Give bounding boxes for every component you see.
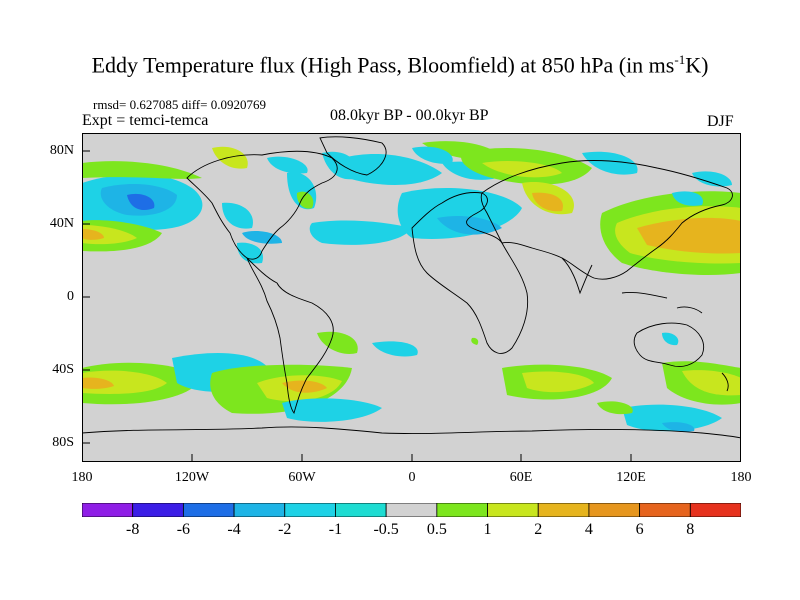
colorbar-tick-label: -2 (278, 521, 292, 538)
axis-ticks (82, 150, 632, 462)
lat-label-80s: 80S (52, 435, 74, 450)
colorbar-tick-label: -0.5 (373, 521, 399, 538)
flux-contours (82, 141, 741, 432)
lon-label-180-east: 180 (730, 470, 752, 485)
colorbar-tick-label: 6 (635, 521, 644, 538)
colorbar-tick-label: 8 (686, 521, 695, 538)
season-label: DJF (707, 113, 734, 130)
lat-label-0: 0 (67, 289, 74, 304)
period-label: 08.0kyr BP - 00.0kyr BP (330, 107, 489, 124)
colorbar-swatch (233, 503, 286, 517)
colorbar-tick-label: -4 (227, 521, 241, 538)
colorbar-swatch (385, 503, 438, 517)
statistics-label: rmsd= 0.627085 diff= 0.0920769 (93, 97, 266, 112)
colorbar-swatch (182, 503, 235, 517)
colorbar-tick-label: -6 (176, 521, 191, 538)
lat-label-40s: 40S (52, 362, 74, 377)
coastlines (82, 136, 741, 439)
lon-label-120w: 120W (174, 470, 210, 485)
colorbar-swatch (436, 503, 488, 517)
colorbar-tick-label: 2 (534, 521, 543, 538)
colorbar-swatch (132, 503, 184, 517)
lon-label-180-west: 180 (71, 470, 93, 485)
colorbar-swatch (689, 503, 741, 517)
colorbar-tick-label: 0.5 (426, 521, 447, 538)
lat-label-40n: 40N (49, 216, 74, 231)
experiment-label: Expt = temci-temca (82, 112, 209, 129)
colorbar-swatch (82, 503, 134, 517)
lon-label-0: 0 (408, 470, 416, 485)
colorbar-tick-label: 1 (483, 521, 492, 538)
lon-label-120e: 120E (616, 470, 646, 485)
colorbar-swatch (487, 503, 539, 517)
colorbar-swatch (639, 503, 691, 517)
lat-label-80n: 80N (49, 143, 74, 158)
colorbar-tick-label: 4 (584, 521, 593, 538)
colorbar-swatch (335, 503, 387, 517)
colorbar-tick-label: -1 (328, 521, 343, 538)
lon-label-60e: 60E (509, 470, 533, 485)
lon-label-60w: 60W (288, 470, 316, 485)
colorbar-swatch (284, 503, 336, 517)
colorbar (82, 503, 741, 517)
map-title: Eddy Temperature flux (High Pass, Bloomf… (91, 52, 709, 78)
world-map (82, 133, 741, 462)
colorbar-tick-label: -8 (126, 521, 140, 538)
colorbar-swatch (588, 503, 641, 517)
colorbar-swatch (537, 503, 590, 517)
